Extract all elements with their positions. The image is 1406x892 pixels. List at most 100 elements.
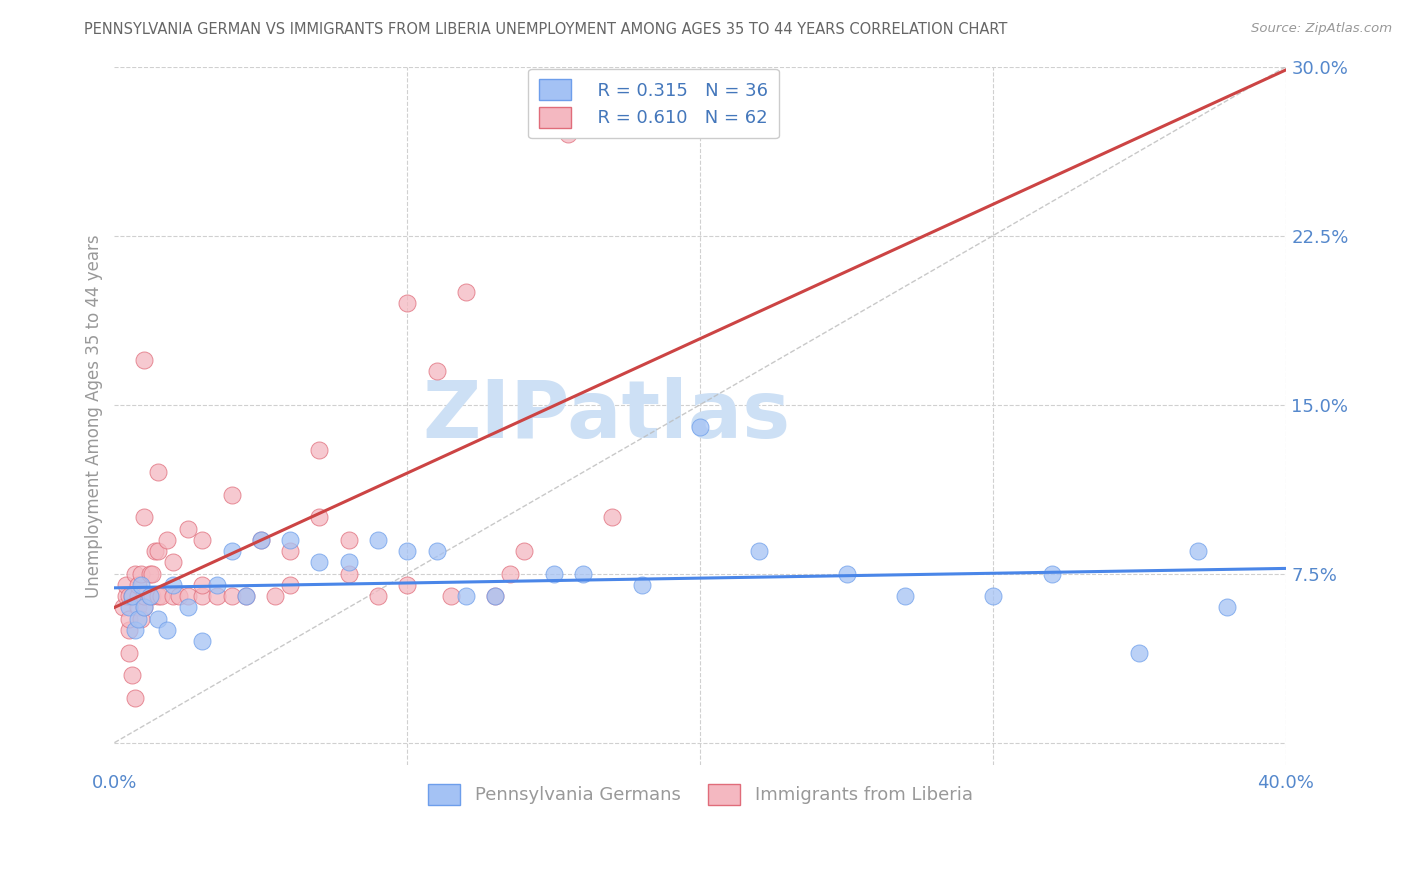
Point xyxy=(426,544,449,558)
Point xyxy=(124,623,146,637)
Point xyxy=(250,533,273,547)
Point xyxy=(127,612,149,626)
Point xyxy=(121,589,143,603)
Point xyxy=(440,589,463,603)
Point xyxy=(162,589,184,603)
Point xyxy=(132,589,155,603)
Point xyxy=(145,544,167,558)
Point xyxy=(748,544,770,558)
Point xyxy=(205,578,228,592)
Point xyxy=(396,544,419,558)
Point xyxy=(221,544,243,558)
Y-axis label: Unemployment Among Ages 35 to 44 years: Unemployment Among Ages 35 to 44 years xyxy=(86,234,103,598)
Point xyxy=(1128,646,1150,660)
Point xyxy=(138,589,160,603)
Point xyxy=(981,589,1004,603)
Point xyxy=(162,555,184,569)
Point xyxy=(235,589,257,603)
Point xyxy=(572,566,595,581)
Point xyxy=(132,510,155,524)
Point xyxy=(367,589,389,603)
Point xyxy=(191,533,214,547)
Point xyxy=(1040,566,1063,581)
Point xyxy=(148,589,170,603)
Point xyxy=(221,589,243,603)
Point xyxy=(129,566,152,581)
Legend: Pennsylvania Germans, Immigrants from Liberia: Pennsylvania Germans, Immigrants from Li… xyxy=(418,773,983,815)
Point xyxy=(167,589,190,603)
Point xyxy=(1216,600,1239,615)
Point xyxy=(1187,544,1209,558)
Text: Source: ZipAtlas.com: Source: ZipAtlas.com xyxy=(1251,22,1392,36)
Point xyxy=(308,442,330,457)
Point xyxy=(337,566,360,581)
Point xyxy=(278,533,301,547)
Point xyxy=(235,589,257,603)
Point xyxy=(176,589,198,603)
Point xyxy=(129,578,152,592)
Point xyxy=(118,612,141,626)
Point xyxy=(191,589,214,603)
Point xyxy=(689,420,711,434)
Point xyxy=(115,578,138,592)
Point xyxy=(156,623,179,637)
Point xyxy=(396,578,419,592)
Point xyxy=(127,589,149,603)
Point xyxy=(138,589,160,603)
Point xyxy=(156,533,179,547)
Text: PENNSYLVANIA GERMAN VS IMMIGRANTS FROM LIBERIA UNEMPLOYMENT AMONG AGES 35 TO 44 : PENNSYLVANIA GERMAN VS IMMIGRANTS FROM L… xyxy=(84,22,1008,37)
Point xyxy=(308,510,330,524)
Point xyxy=(484,589,506,603)
Point xyxy=(141,589,163,603)
Point xyxy=(162,578,184,592)
Point xyxy=(148,612,170,626)
Point xyxy=(118,589,141,603)
Point xyxy=(659,104,682,119)
Point xyxy=(176,600,198,615)
Point xyxy=(118,646,141,660)
Point xyxy=(150,589,173,603)
Point xyxy=(454,285,477,299)
Point xyxy=(141,566,163,581)
Point xyxy=(191,634,214,648)
Point xyxy=(127,578,149,592)
Point xyxy=(124,566,146,581)
Point xyxy=(367,533,389,547)
Point xyxy=(127,600,149,615)
Point xyxy=(484,589,506,603)
Point xyxy=(278,578,301,592)
Point xyxy=(894,589,917,603)
Point xyxy=(221,488,243,502)
Point xyxy=(132,600,155,615)
Point xyxy=(835,566,858,581)
Point xyxy=(499,566,522,581)
Point xyxy=(337,555,360,569)
Point xyxy=(129,612,152,626)
Point xyxy=(278,544,301,558)
Point xyxy=(205,589,228,603)
Point xyxy=(118,600,141,615)
Point xyxy=(148,465,170,479)
Point xyxy=(132,352,155,367)
Point xyxy=(176,522,198,536)
Point xyxy=(600,510,623,524)
Point xyxy=(148,544,170,558)
Point xyxy=(118,623,141,637)
Point xyxy=(337,533,360,547)
Point xyxy=(115,589,138,603)
Point xyxy=(426,364,449,378)
Point xyxy=(191,578,214,592)
Point xyxy=(543,566,565,581)
Point xyxy=(121,589,143,603)
Point xyxy=(250,533,273,547)
Point xyxy=(513,544,536,558)
Point xyxy=(308,555,330,569)
Point xyxy=(557,127,579,141)
Point xyxy=(112,600,135,615)
Point xyxy=(124,690,146,705)
Point xyxy=(454,589,477,603)
Text: ZIPatlas: ZIPatlas xyxy=(422,377,790,455)
Point xyxy=(121,668,143,682)
Point xyxy=(264,589,287,603)
Point xyxy=(630,578,652,592)
